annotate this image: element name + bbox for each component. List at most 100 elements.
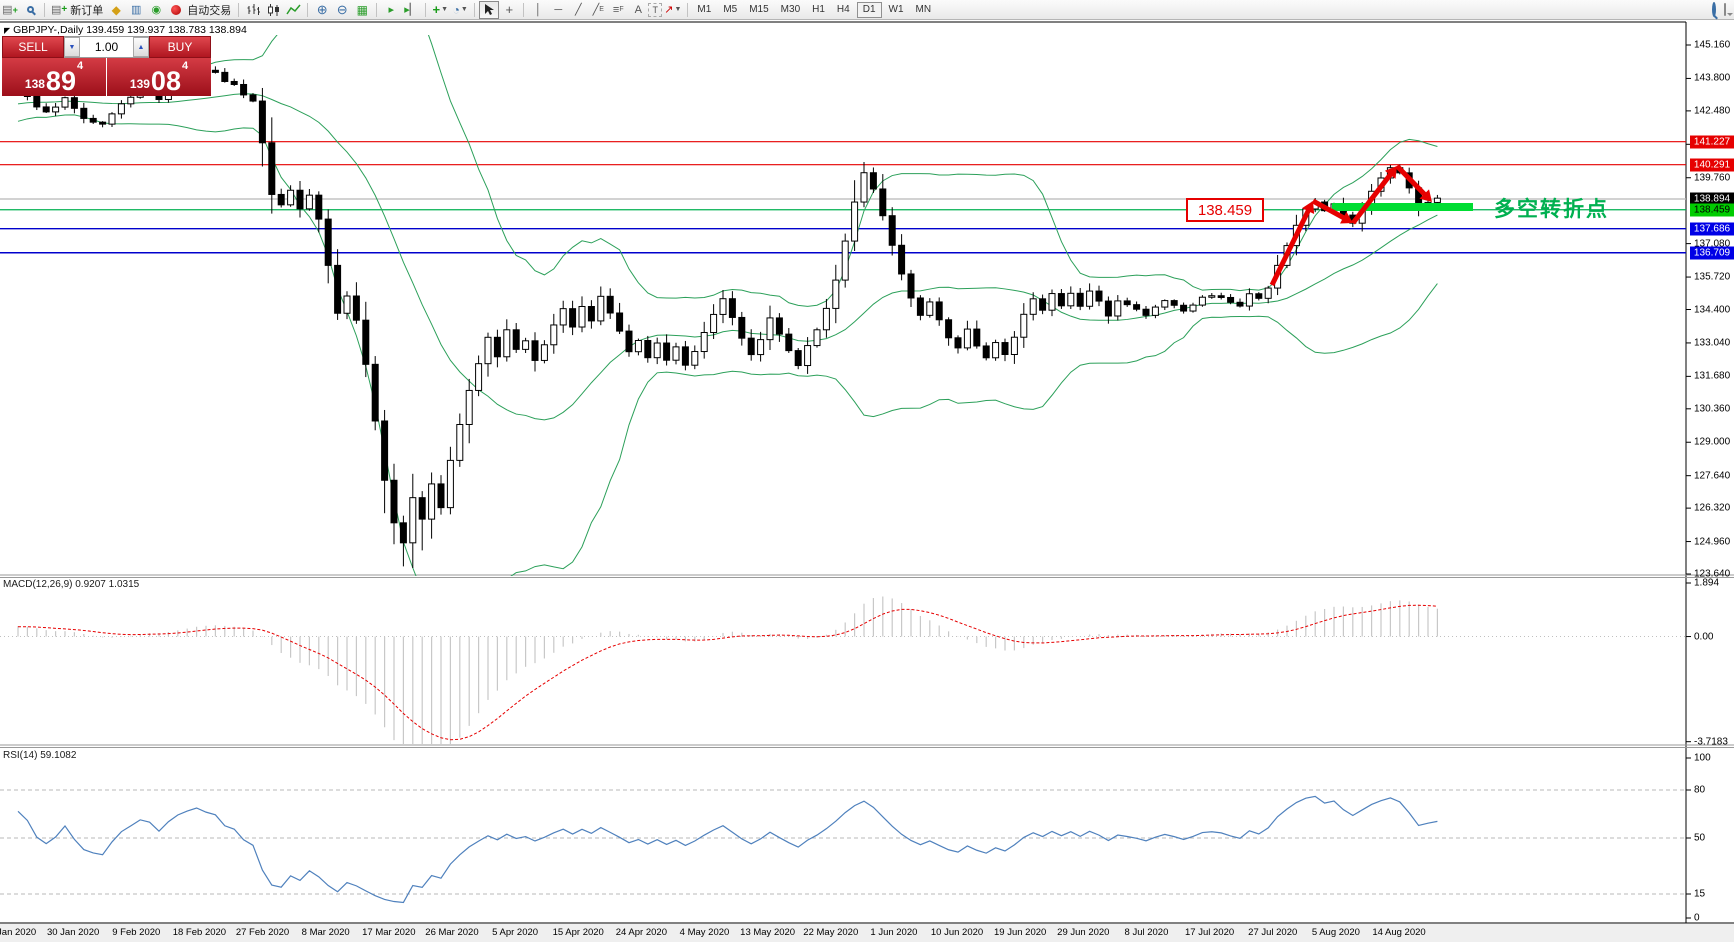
- rsi-axis-tick: 0: [1694, 912, 1700, 924]
- price-axis-tick: 126.320: [1694, 502, 1731, 514]
- sell-price-prefix: 138: [24, 77, 45, 91]
- time-axis-label: 17 Jul 2020: [1185, 927, 1235, 938]
- rsi-label: RSI(14) 59.1082: [3, 750, 77, 761]
- timeframe-button-m5[interactable]: M5: [723, 4, 738, 15]
- chat-icon[interactable]: [1724, 3, 1726, 16]
- buy-price-display[interactable]: 139 08 4: [107, 58, 211, 96]
- pane-frames: [0, 21, 1734, 942]
- time-axis-label: 4 May 2020: [679, 927, 730, 938]
- auto-scroll-icon[interactable]: ▸: [388, 4, 395, 16]
- tile-windows-icon[interactable]: ▦: [356, 2, 368, 17]
- time-axis-label: 13 May 2020: [740, 927, 796, 938]
- axis-ticks: [1686, 44, 1691, 919]
- timeframe-button-d1[interactable]: D1: [856, 1, 882, 18]
- price-axis-tick: 139.760: [1694, 172, 1731, 184]
- zigzag-arrowhead: [1302, 201, 1315, 214]
- time-axis-label: 15 Apr 2020: [552, 927, 604, 938]
- periods-clock-icon[interactable]: ◔ ▼: [452, 2, 468, 17]
- price-axis-tick: 142.480: [1694, 105, 1731, 117]
- timeframe-button-mn[interactable]: MN: [915, 4, 932, 15]
- macd-axis-tick: 1.894: [1694, 577, 1720, 589]
- chart-window[interactable]: ◤ GBPJPY-,Daily 139.459 139.937 138.783 …: [0, 21, 1734, 942]
- fibonacci-icon[interactable]: ≡ F: [612, 3, 624, 16]
- search-icon[interactable]: [1712, 2, 1716, 17]
- zoom-out-icon[interactable]: ⊖: [336, 1, 348, 17]
- volume-increase-button[interactable]: ▲: [133, 37, 149, 57]
- rsi-line: [17, 795, 1438, 904]
- price-axis-tick: 135.720: [1694, 271, 1731, 283]
- zigzag-arrowhead: [1340, 211, 1353, 224]
- text-icon[interactable]: A: [634, 3, 642, 16]
- horizontal-line-objects: [0, 141, 1686, 254]
- main-toolbar: ▤ + ▤ + 新订单 ◆ ▥ ◉ 自动交易 ⊕ ⊖ ▦ ▸ ▸ ▏ + ▼ ◔ ▼ + …: [0, 0, 1734, 20]
- timeframe-bar: M1 M5 M15 M30 H1 H4 D1 W1 MN: [692, 1, 936, 18]
- time-axis-label: 26 Mar 2020: [425, 927, 479, 938]
- timeframe-button-m1[interactable]: M1: [697, 4, 712, 15]
- buy-price-big: 08: [150, 66, 181, 96]
- equidistant-channel-icon[interactable]: ╱ E: [592, 4, 604, 16]
- crosshair-icon[interactable]: +: [505, 2, 514, 17]
- zigzag-arrowhead: [1384, 166, 1397, 179]
- timeframe-button-h1[interactable]: H1: [812, 4, 825, 15]
- bollinger-lower-band: [17, 114, 1438, 576]
- timeframe-button-w1[interactable]: W1: [888, 4, 904, 15]
- time-axis-label: 19 Jun 2020: [994, 927, 1047, 938]
- bar-chart-icon[interactable]: [243, 1, 263, 19]
- timeframe-button-m30[interactable]: M30: [780, 4, 801, 15]
- sell-price-display[interactable]: 138 89 4: [2, 58, 106, 96]
- rsi-axis-tick: 15: [1694, 888, 1706, 900]
- candlestick-chart-icon[interactable]: [263, 1, 283, 19]
- macd-pane: [0, 596, 1686, 744]
- price-axis-badge: 141.227: [1690, 135, 1734, 149]
- macd-axis-tick: 0.00: [1694, 631, 1714, 643]
- zigzag-arrow-segment: [1311, 198, 1347, 221]
- time-axis-label: 24 Apr 2020: [615, 927, 667, 938]
- volume-decrease-button[interactable]: ▼: [64, 37, 80, 57]
- time-axis-label: 27 Jul 2020: [1248, 927, 1298, 938]
- chart-shift-icon[interactable]: ▸ ▏: [404, 4, 419, 16]
- price-axis-tick: 143.800: [1694, 72, 1731, 84]
- symbol-info-line: ◤ GBPJPY-,Daily 139.459 139.937 138.783 …: [4, 24, 247, 36]
- chart-annotations: [1269, 164, 1473, 287]
- price-axis-badge: 138.459: [1690, 203, 1734, 217]
- text-label-icon[interactable]: T: [648, 2, 663, 17]
- time-axis-label: 5 Aug 2020: [1311, 927, 1360, 938]
- styles-bucket-icon[interactable]: ◆: [111, 2, 121, 17]
- indicators-add-icon[interactable]: + ▼: [432, 2, 449, 17]
- cursor-icon[interactable]: [479, 0, 500, 19]
- sell-button[interactable]: SELL: [2, 36, 64, 58]
- sell-price-pip: 4: [76, 60, 84, 72]
- sell-price-big: 89: [45, 66, 76, 96]
- zigzag-arrow-segment: [1351, 171, 1394, 225]
- new-order-label[interactable]: 新订单: [70, 4, 104, 17]
- autotrading-label[interactable]: 自动交易: [187, 4, 232, 17]
- macd-label: MACD(12,26,9) 0.9207 1.0315: [3, 579, 140, 590]
- time-axis-label: 30 Jan 2020: [46, 927, 100, 938]
- price-axis-tick: 124.960: [1694, 536, 1731, 548]
- price-axis-tick: 133.040: [1694, 337, 1731, 349]
- time-axis-label: 1 Jun 2020: [870, 927, 918, 938]
- vertical-line-icon[interactable]: │: [534, 3, 542, 16]
- line-chart-icon[interactable]: [283, 1, 303, 19]
- profiles-icon[interactable]: [20, 1, 40, 19]
- new-order-button[interactable]: ▤ +: [51, 4, 68, 16]
- price-axis-tick: 130.360: [1694, 403, 1731, 415]
- time-axis-label: 27 Feb 2020: [235, 927, 290, 938]
- zoom-in-icon[interactable]: ⊕: [316, 1, 328, 17]
- buy-button[interactable]: BUY: [149, 36, 211, 58]
- horizontal-line-icon[interactable]: ─: [554, 3, 563, 16]
- macd-signal-line: [17, 604, 1438, 741]
- time-axis-label: 5 Apr 2020: [492, 927, 539, 938]
- price-axis-tick: 134.400: [1694, 304, 1731, 315]
- volume-input[interactable]: [80, 37, 133, 57]
- price-chart-canvas[interactable]: [0, 21, 1734, 942]
- signals-icon[interactable]: ◉: [151, 4, 162, 16]
- arrows-icon[interactable]: ↗ ▼: [664, 4, 682, 16]
- new-chart-icon[interactable]: ▤ +: [2, 4, 18, 16]
- metaeditor-icon[interactable]: ▥: [131, 4, 142, 16]
- autotrading-button[interactable]: [166, 1, 186, 19]
- price-axis-tick: 127.640: [1694, 470, 1731, 482]
- trendline-icon[interactable]: ╱: [574, 4, 582, 16]
- timeframe-button-m15[interactable]: M15: [749, 4, 769, 15]
- timeframe-button-h4[interactable]: H4: [836, 4, 850, 15]
